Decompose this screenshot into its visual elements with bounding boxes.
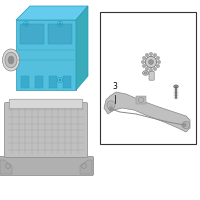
Circle shape — [142, 56, 146, 60]
Polygon shape — [16, 6, 88, 20]
Circle shape — [153, 67, 157, 71]
Polygon shape — [76, 6, 88, 90]
Text: 3: 3 — [113, 82, 117, 91]
Polygon shape — [104, 92, 190, 132]
Circle shape — [156, 56, 160, 60]
FancyBboxPatch shape — [149, 71, 154, 80]
Polygon shape — [80, 160, 92, 174]
Ellipse shape — [143, 71, 149, 75]
Circle shape — [145, 56, 157, 68]
Bar — [63, 76, 71, 88]
Ellipse shape — [8, 56, 14, 64]
Circle shape — [141, 60, 145, 64]
Bar — [35, 76, 43, 88]
Ellipse shape — [5, 52, 17, 68]
Circle shape — [59, 79, 61, 81]
Polygon shape — [0, 160, 12, 174]
FancyBboxPatch shape — [0, 156, 94, 176]
Ellipse shape — [174, 85, 178, 88]
Bar — [21, 76, 29, 88]
FancyBboxPatch shape — [9, 99, 83, 109]
Circle shape — [157, 60, 161, 64]
Circle shape — [142, 64, 146, 68]
Circle shape — [182, 123, 186, 127]
Circle shape — [109, 103, 113, 107]
Bar — [100, 12, 196, 144]
Circle shape — [149, 68, 153, 72]
Circle shape — [149, 52, 153, 56]
Circle shape — [25, 79, 27, 81]
Bar — [20, 24, 44, 44]
Circle shape — [156, 64, 160, 68]
Circle shape — [59, 23, 61, 25]
Circle shape — [184, 123, 188, 127]
Bar — [49, 76, 57, 88]
Circle shape — [109, 107, 113, 111]
Circle shape — [145, 67, 149, 71]
Ellipse shape — [2, 49, 20, 71]
Polygon shape — [136, 96, 146, 104]
Circle shape — [25, 23, 27, 25]
Bar — [14, 51, 30, 69]
FancyBboxPatch shape — [4, 102, 88, 158]
Circle shape — [145, 53, 149, 57]
Bar — [48, 24, 72, 44]
Circle shape — [153, 53, 157, 57]
Circle shape — [149, 60, 153, 64]
Polygon shape — [16, 20, 76, 90]
Ellipse shape — [144, 72, 147, 74]
